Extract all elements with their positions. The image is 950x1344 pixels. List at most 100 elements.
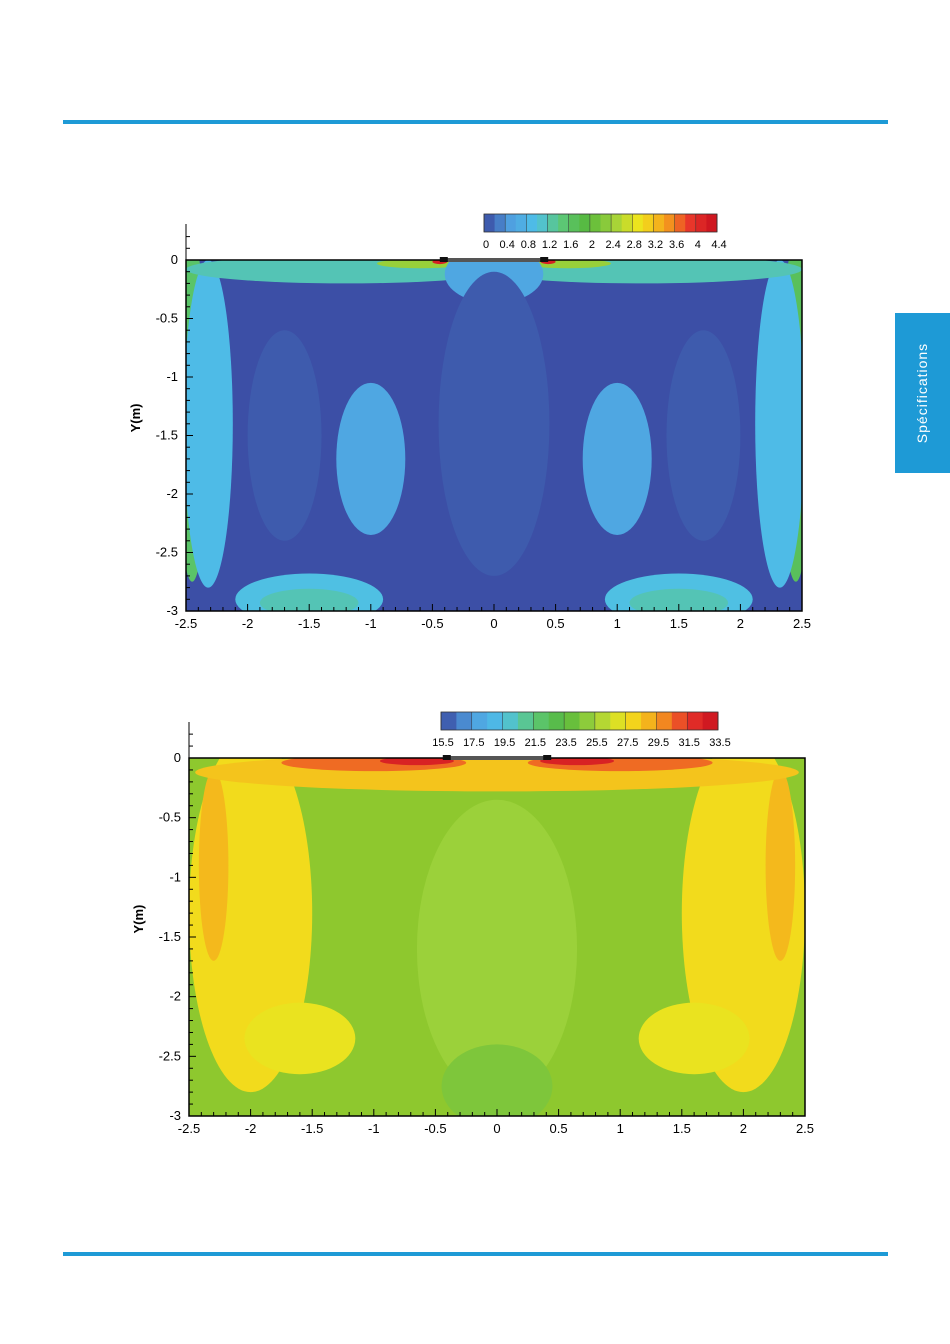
colorbar-swatch <box>484 214 496 232</box>
colorbar-swatch <box>547 214 559 232</box>
colorbar-label: 2.4 <box>605 239 620 251</box>
outlet-cap-left <box>442 755 451 760</box>
colorbar-swatch <box>502 712 519 730</box>
x-tick-label: -0.5 <box>421 616 443 631</box>
temperature-contour-chart: 0-0.5-1-1.5-2-2.5-3-2.5 -2 -1.5 -1 -0.5 0 0.5 1… <box>131 711 814 1136</box>
contour-region-wall-right-inner <box>755 260 802 588</box>
colorbar-swatch <box>579 214 591 232</box>
colorbar-swatch <box>515 214 527 232</box>
contour-region-lobe-right <box>582 382 652 535</box>
colorbar-swatch <box>564 712 580 730</box>
colorbar-swatch <box>664 214 676 232</box>
colorbar-swatch <box>641 712 657 730</box>
colorbar-swatch <box>533 712 550 730</box>
colorbar-swatch <box>594 712 611 730</box>
y-tick-label: -2 <box>169 989 181 1004</box>
colorbar-swatch <box>441 712 457 730</box>
colorbar-label: 27.5 <box>617 737 638 749</box>
x-tick-label: 2 <box>740 1121 747 1136</box>
colorbar-label: 29.5 <box>648 737 669 749</box>
x-tick-label: 2.5 <box>796 1121 814 1136</box>
x-tick-label: 2.5 <box>793 616 811 631</box>
contour-region-center-floor <box>441 1044 553 1116</box>
colorbar-swatch <box>600 214 612 232</box>
contour-region-wall-left-inner <box>186 260 233 588</box>
colorbar-swatch <box>621 214 633 232</box>
colorbar-swatch <box>642 214 654 232</box>
y-tick-label: -2 <box>166 486 178 501</box>
contour-regions <box>186 260 802 611</box>
contour-region-center-column <box>416 799 578 1099</box>
colorbar-swatch <box>611 214 623 232</box>
x-tick-label: 0 <box>493 1121 500 1136</box>
colorbar-label: 4.4 <box>711 239 726 251</box>
colorbar-swatch <box>610 712 627 730</box>
y-tick-label: -3 <box>169 1108 181 1123</box>
y-tick-label: -3 <box>166 603 178 618</box>
colorbar-label: 17.5 <box>463 737 484 749</box>
colorbar-swatch <box>656 712 673 730</box>
colorbar-swatch <box>548 712 565 730</box>
colorbar-swatch <box>517 712 534 730</box>
colorbar-swatch <box>494 214 506 232</box>
x-tick-label: -1.5 <box>301 1121 323 1136</box>
colorbar-swatch <box>671 712 688 730</box>
contour-region-side-left-hot <box>198 769 229 961</box>
y-tick-label: -0.5 <box>159 810 181 825</box>
colorbar-swatch <box>456 712 473 730</box>
y-tick-label: -2.5 <box>159 1048 181 1063</box>
contour-region-core-dark-center <box>438 271 550 576</box>
contour-region-floor-right-core <box>629 588 729 611</box>
x-tick-label: -1 <box>368 1121 380 1136</box>
contour-region-core-dark-left <box>247 330 322 541</box>
x-tick-label: -2 <box>242 616 254 631</box>
y-tick-label: -1 <box>169 869 181 884</box>
colorbar-label: 33.5 <box>709 737 730 749</box>
contour-region-floor-left-core <box>259 588 359 611</box>
contour-region-lobe-left <box>244 1002 356 1075</box>
colorbar-label: 0 <box>483 239 489 251</box>
colorbar-swatch <box>674 214 686 232</box>
velocity-contour-chart: 0-0.5-1-1.5-2-2.5-3-2.5 -2 -1.5 -1 -0.5 0 0.5 1… <box>128 213 811 631</box>
colorbar-swatch <box>471 712 488 730</box>
x-tick-label: -1.5 <box>298 616 320 631</box>
x-tick-label: 2 <box>737 616 744 631</box>
colorbar-swatch <box>505 214 517 232</box>
x-tick-label: 0.5 <box>550 1121 568 1136</box>
x-tick-label: 1 <box>617 1121 624 1136</box>
colorbar-swatch <box>653 214 665 232</box>
y-axis-label: Y(m) <box>131 905 146 934</box>
section-side-tab[interactable]: Spécifications <box>895 313 950 473</box>
y-tick-label: -1 <box>166 369 178 384</box>
colorbar-label: 2 <box>589 239 595 251</box>
colorbar-swatch <box>589 214 601 232</box>
colorbar-swatch <box>568 214 580 232</box>
x-tick-label: 1.5 <box>673 1121 691 1136</box>
contour-region-core-dark-right <box>666 330 741 541</box>
colorbar-label: 15.5 <box>432 737 453 749</box>
contour-region-lobe-right <box>638 1002 750 1075</box>
y-axis-label: Y(m) <box>128 404 143 433</box>
bottom-rule <box>63 1252 888 1256</box>
y-tick-label: -0.5 <box>156 311 178 326</box>
colorbar-swatch <box>695 214 707 232</box>
x-tick-label: -1 <box>365 616 377 631</box>
x-tick-label: -2.5 <box>175 616 197 631</box>
colorbar-swatch <box>536 214 549 232</box>
colorbar-swatch <box>579 712 596 730</box>
colorbar-label: 21.5 <box>525 737 546 749</box>
colorbar-swatch <box>632 214 644 232</box>
top-rule <box>63 120 888 124</box>
colorbar-label: 25.5 <box>586 737 607 749</box>
contour-region-jet-left-core <box>379 758 454 766</box>
y-tick-label: -2.5 <box>156 545 178 560</box>
y-tick-label: -1.5 <box>156 428 178 443</box>
x-tick-label: 1 <box>614 616 621 631</box>
colorbar-swatch <box>702 712 719 730</box>
colorbar-label: 3.2 <box>648 239 663 251</box>
colorbar-swatch <box>526 214 538 232</box>
outlet-bar <box>445 756 549 760</box>
colorbar-swatch <box>625 712 642 730</box>
contour-region-side-right-hot <box>765 769 796 961</box>
outlet-cap-right <box>543 755 552 760</box>
